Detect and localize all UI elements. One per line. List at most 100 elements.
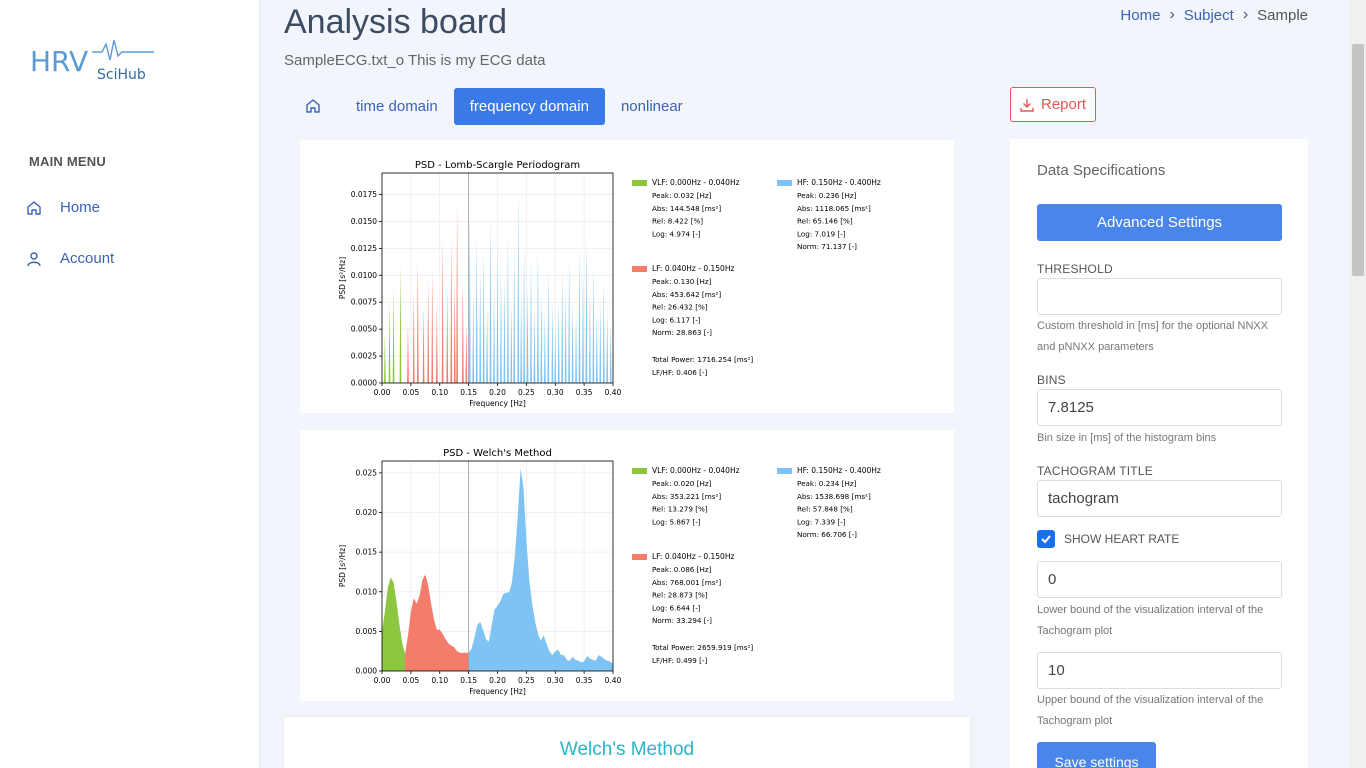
y-tick-label: 0.0050 [351, 325, 377, 334]
checkmark-icon[interactable] [1037, 530, 1055, 548]
vlf-legend-swatch [632, 180, 647, 186]
psd-spike [465, 323, 468, 383]
psd-spike [427, 280, 430, 383]
psd-spike [486, 307, 488, 383]
plot-frame [381, 460, 614, 672]
scrollbar[interactable] [1350, 0, 1366, 768]
report-button[interactable]: Report [1010, 87, 1096, 122]
hf-legend-swatch [777, 180, 792, 186]
sidebar-item-account[interactable]: Account [26, 250, 114, 267]
hf-band-area [468, 468, 613, 671]
user-icon [27, 251, 41, 266]
sidebar-item-home[interactable]: Home [26, 199, 100, 216]
advanced-settings-button[interactable]: Advanced Settings [1037, 204, 1282, 241]
plot-frame [381, 172, 614, 384]
psd-spike [422, 307, 425, 383]
welch-chart: PSD - Welch's Method 0.00 0.05 0.10 0.15 0.20… [338, 448, 881, 696]
psd-spike [472, 291, 475, 383]
save-settings-button[interactable]: Save settings [1037, 742, 1156, 768]
breadcrumb-home[interactable]: Home [1120, 6, 1161, 24]
show-heart-rate-checkbox[interactable]: SHOW HEART RATE [1037, 530, 1179, 548]
psd-spike [543, 313, 546, 383]
vlf-legend-head: VLF: 0.000Hz - 0.040Hz [652, 178, 740, 187]
chevron-right-icon: › [1242, 6, 1249, 23]
welch-method-card: Welch's Method [284, 717, 970, 768]
lf-legend-head: LF: 0.040Hz - 0.150Hz [652, 552, 734, 561]
psd-spike [384, 334, 386, 383]
threshold-input[interactable] [1037, 278, 1282, 315]
sidebar-item-label: Account [60, 250, 115, 267]
x-tick-label: 0.35 [576, 676, 593, 685]
psd-spike [526, 286, 529, 383]
psd-spike [595, 313, 598, 383]
vlf-legend-line: Peak: 0.020 [Hz] [652, 479, 712, 488]
x-tick-label: 0.00 [374, 676, 391, 685]
bins-label: BINS [1037, 373, 1066, 387]
psd-spike [441, 237, 444, 383]
psd-spike [554, 329, 557, 383]
psd-spike [468, 216, 471, 383]
x-tick-label: 0.15 [460, 676, 477, 685]
psd-spike [517, 189, 520, 383]
lf-band-area [405, 574, 469, 671]
tab-time-domain[interactable]: time domain [356, 97, 438, 115]
hf-legend-line: Abs: 1118.065 [ms²] [797, 204, 871, 213]
psd-spike [592, 264, 595, 383]
lf-legend-line: Peak: 0.130 [Hz] [652, 277, 712, 286]
hrv-scihub-logo[interactable]: HRV SciHub [30, 38, 160, 88]
lf-legend-head: LF: 0.040Hz - 0.150Hz [652, 264, 734, 273]
x-tick-label: 0.40 [605, 676, 622, 685]
scrollbar-thumb[interactable] [1352, 44, 1364, 276]
y-axis-label: PSD [s²/Hz] [338, 257, 347, 299]
total-power-label: Total Power: 1716.254 [ms²] [651, 355, 753, 364]
vlf-legend-swatch [632, 468, 647, 474]
psd-spike [602, 280, 605, 383]
y-tick-label: 0.0175 [351, 190, 377, 199]
threshold-label: THRESHOLD [1037, 262, 1113, 276]
y-tick-label: 0.005 [356, 627, 378, 636]
tab-nonlinear[interactable]: nonlinear [620, 97, 683, 115]
psd-spike [453, 280, 456, 383]
hf-legend-head: HF: 0.150Hz - 0.400Hz [797, 178, 881, 187]
vlf-band-area [382, 577, 406, 671]
y-tick-label: 0.015 [356, 548, 378, 557]
psd-spike [606, 313, 609, 383]
psd-spike [412, 291, 415, 383]
hf-legend-line: Norm: 66.706 [-] [797, 530, 857, 539]
upper-bound-input[interactable] [1037, 652, 1282, 689]
welch-method-title: Welch's Method [559, 739, 695, 760]
breadcrumb: Home › Subject › Sample [1120, 6, 1308, 24]
psd-spike [571, 302, 574, 383]
psd-spike [496, 248, 499, 383]
psd-spike [489, 216, 492, 383]
lf-legend-line: Norm: 28.863 [-] [652, 328, 712, 337]
y-tick-label: 0.0075 [351, 298, 377, 307]
psd-spike [578, 248, 581, 383]
bins-input[interactable] [1037, 389, 1282, 426]
psd-spike [479, 269, 482, 383]
psd-spike [456, 202, 458, 383]
plot-title: PSD - Lomb-Scargle Periodogram [415, 160, 580, 171]
psd-spike [500, 269, 502, 383]
home-icon [306, 99, 320, 113]
lower-bound-input[interactable] [1037, 561, 1282, 598]
lf-legend-line: Rel: 28.873 [%] [652, 591, 708, 600]
tab-home[interactable] [296, 87, 330, 125]
tab-frequency-domain[interactable]: frequency domain [453, 87, 605, 125]
lf-legend-line: Peak: 0.086 [Hz] [652, 565, 712, 574]
x-tick-label: 0.35 [576, 388, 593, 397]
hf-legend-line: Rel: 65.146 [%] [797, 217, 853, 226]
psd-spike [513, 248, 516, 383]
analysis-tabs: time domain frequency domain nonlinear [296, 87, 699, 125]
y-tick-label: 0.025 [356, 468, 378, 477]
x-tick-label: 0.30 [547, 676, 564, 685]
x-tick-label: 0.15 [460, 388, 477, 397]
bins-help: Bin size in [ms] of the histogram bins [1037, 432, 1217, 444]
lf-hf-ratio-label: LF/HF: 0.499 [-] [652, 656, 708, 665]
tachogram-title-input[interactable] [1037, 480, 1282, 517]
breadcrumb-subject[interactable]: Subject [1183, 6, 1234, 24]
sidebar-item-label: Home [60, 199, 101, 216]
psd-spike [520, 291, 523, 383]
x-axis-label: Frequency [Hz] [469, 399, 526, 408]
psd-spike [435, 302, 438, 383]
